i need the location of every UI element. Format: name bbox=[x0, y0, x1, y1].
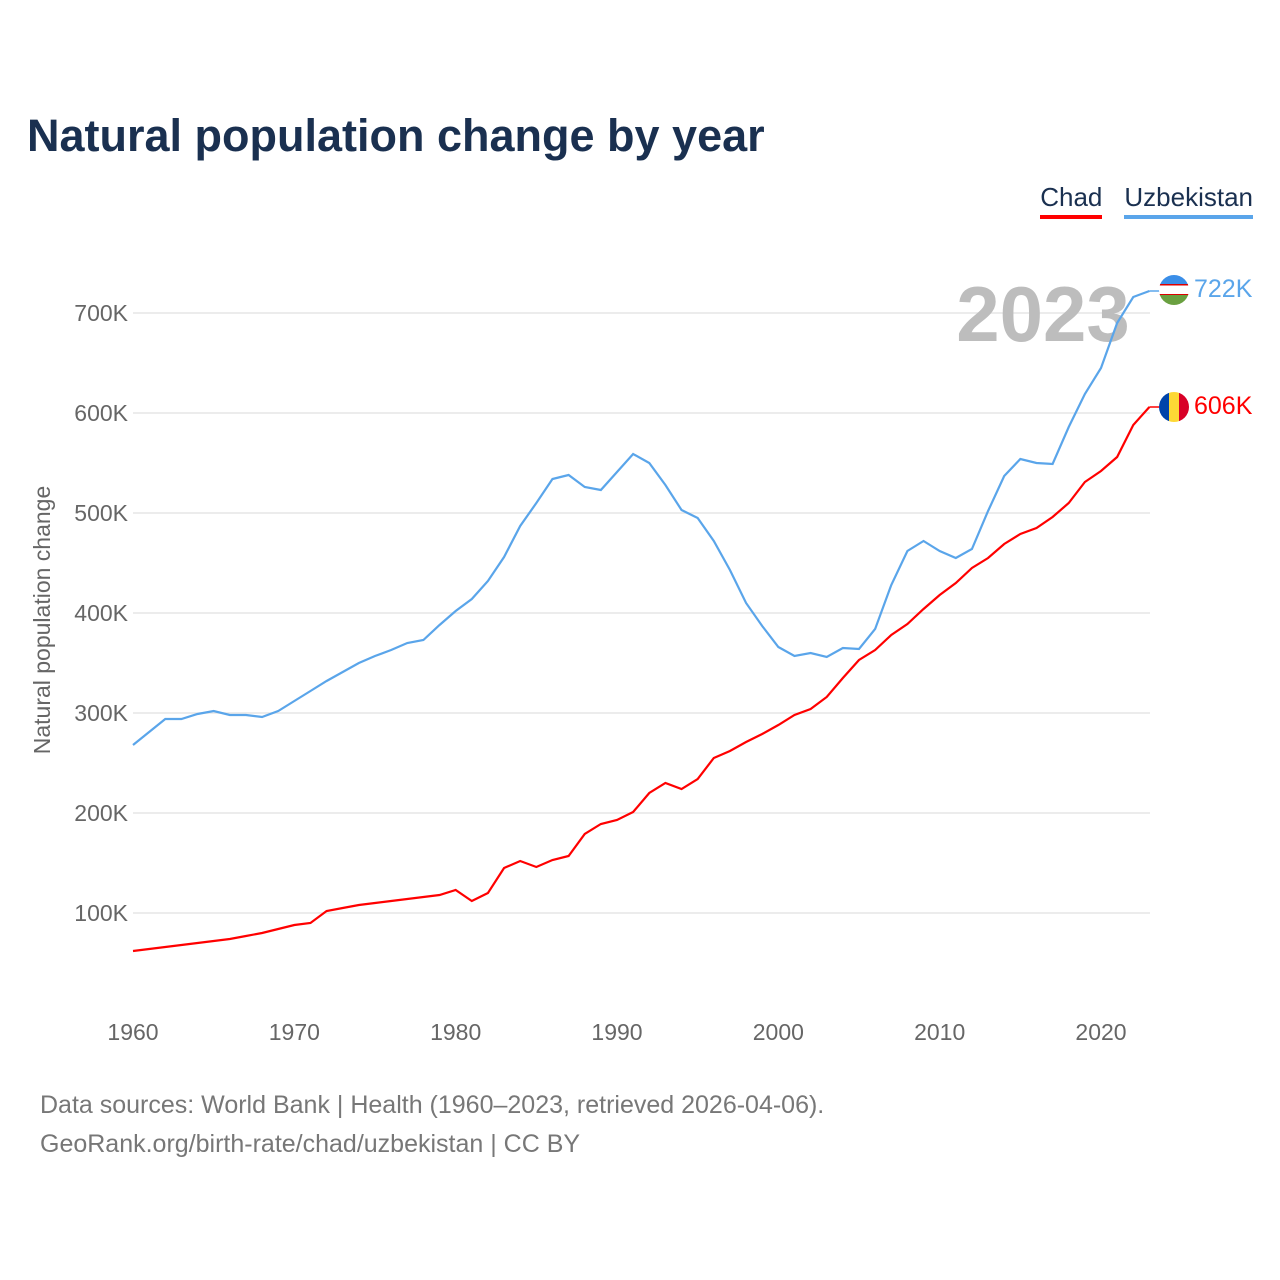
series-line-uzbekistan bbox=[132, 289, 1150, 746]
x-tick-label: 2010 bbox=[914, 1019, 965, 1045]
chad-end-label: 606K bbox=[1194, 392, 1253, 420]
footer: Data sources: World Bank | Health (1960–… bbox=[40, 1086, 824, 1164]
y-axis-label: Natural population change bbox=[29, 486, 55, 755]
y-tick-label: 500K bbox=[74, 500, 128, 526]
source-link[interactable]: GeoRank.org/birth-rate/chad/uzbekistan |… bbox=[40, 1130, 581, 1158]
y-tick-label: 100K bbox=[74, 900, 128, 926]
x-tick-label: 2020 bbox=[1075, 1019, 1126, 1045]
y-tick-label: 600K bbox=[74, 400, 128, 426]
y-tick-label: 400K bbox=[74, 600, 128, 626]
legend-item-uzbekistan[interactable]: Uzbekistan bbox=[1124, 182, 1253, 219]
legend: Chad Uzbekistan bbox=[1040, 182, 1253, 219]
x-tick-label: 1970 bbox=[269, 1019, 320, 1045]
x-tick-label: 1980 bbox=[430, 1019, 481, 1045]
uzbekistan-flag-icon bbox=[1159, 275, 1189, 305]
legend-item-chad[interactable]: Chad bbox=[1040, 182, 1103, 219]
y-tick-label: 300K bbox=[74, 700, 128, 726]
x-tick-label: 1960 bbox=[107, 1019, 158, 1045]
y-tick-label: 700K bbox=[74, 300, 128, 326]
uzbekistan-end-label: 722K bbox=[1194, 275, 1253, 303]
x-tick-label: 1990 bbox=[591, 1019, 642, 1045]
x-tick-label: 2000 bbox=[753, 1019, 804, 1045]
year-watermark: 2023 bbox=[956, 270, 1130, 358]
chad-flag-icon bbox=[1159, 392, 1189, 422]
series-line-chad bbox=[132, 406, 1151, 953]
y-tick-label: 200K bbox=[74, 800, 128, 826]
chart-title: Natural population change by year bbox=[27, 110, 765, 161]
data-source-text: Data sources: World Bank | Health (1960–… bbox=[40, 1091, 825, 1119]
